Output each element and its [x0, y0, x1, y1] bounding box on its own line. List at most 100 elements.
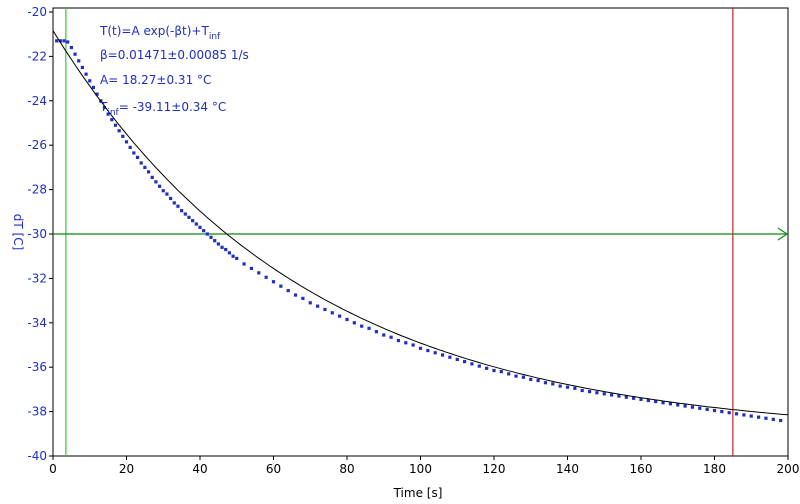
data-point [690, 405, 695, 409]
data-point [80, 65, 84, 70]
data-point [176, 204, 180, 208]
data-point [551, 382, 555, 386]
fit-beta: β=0.01471±0.00085 1/s [100, 48, 249, 62]
data-point [485, 366, 489, 370]
data-point [661, 401, 665, 405]
data-point [293, 293, 298, 297]
data-point [194, 222, 198, 226]
data-point [242, 262, 246, 266]
fit-tinf-main: T [99, 100, 108, 114]
data-point [742, 413, 746, 417]
data-point [84, 72, 88, 76]
data-point [279, 284, 283, 288]
data-point [165, 192, 169, 196]
x-axis: 0 20 40 60 80 100 120 140 160 180 200 [49, 456, 799, 476]
data-point [771, 417, 775, 421]
data-point [58, 39, 62, 43]
data-point [749, 414, 753, 418]
data-point [396, 338, 401, 343]
y-tick-label: -20 [27, 5, 47, 19]
data-point [433, 351, 437, 355]
data-point [426, 348, 430, 353]
data-point [271, 280, 276, 284]
data-point [220, 245, 224, 249]
data-point [404, 341, 408, 345]
plot-frame [52, 7, 789, 457]
data-point [617, 394, 621, 398]
data-point [573, 386, 577, 390]
y-tick-label: -32 [27, 271, 47, 285]
data-point [565, 385, 570, 389]
data-point [374, 330, 378, 334]
data-point [587, 390, 592, 394]
data-point [492, 368, 496, 373]
fit-tinf-rest: = -39.11±0.34 °C [119, 100, 227, 114]
data-point [734, 412, 739, 416]
fit-equation-sub: inf [209, 32, 221, 42]
data-point [102, 105, 107, 110]
data-point [602, 392, 606, 396]
data-point [169, 196, 173, 201]
data-point [514, 374, 518, 378]
data-point [455, 357, 459, 362]
y-tick-label: -40 [27, 449, 47, 463]
data-point [161, 189, 165, 193]
data-point [106, 112, 110, 116]
data-point [536, 378, 540, 383]
data-point [198, 225, 202, 229]
data-point [139, 161, 143, 165]
data-point [352, 321, 356, 325]
data-point [183, 212, 187, 216]
data-point [235, 256, 239, 261]
data-point [150, 175, 154, 179]
data-point [95, 92, 99, 96]
data-point [668, 402, 672, 406]
data-point [135, 155, 140, 160]
data-point [389, 335, 393, 339]
data-point [757, 415, 761, 419]
fit-amplitude: A= 18.27±0.31 °C [100, 73, 211, 87]
y-tick-label: -26 [27, 138, 47, 152]
x-tick-label: 180 [703, 462, 726, 476]
data-point [205, 232, 209, 236]
data-point [558, 384, 562, 388]
data-point [55, 39, 59, 43]
y-tick-label: -28 [27, 183, 47, 197]
fit-equation: T(t)=A exp(-βt)+Tinf [99, 24, 221, 42]
data-point [249, 266, 254, 271]
data-point [128, 145, 132, 150]
data-point [712, 408, 717, 413]
data-point [172, 201, 176, 205]
y-axis: -20 -22 -24 -26 -28 -30 -32 -34 -36 -38 -40 [27, 5, 53, 463]
data-point [301, 296, 305, 300]
y-tick-label: -30 [27, 227, 47, 241]
data-point [264, 275, 268, 279]
y-tick-label: -38 [27, 405, 47, 419]
data-point [639, 397, 643, 401]
data-point [110, 118, 114, 122]
fit-curve [52, 30, 789, 416]
data-point [257, 271, 261, 275]
data-point [224, 247, 228, 252]
data-point [231, 254, 235, 258]
horizontal-marker-arrow-icon [777, 227, 789, 241]
data-point [73, 52, 77, 56]
data-point [66, 40, 70, 44]
data-point [209, 235, 213, 239]
data-point [676, 403, 680, 407]
x-tick-label: 40 [192, 462, 207, 476]
y-tick-label: -36 [27, 360, 47, 374]
data-point [470, 362, 474, 366]
x-tick-label: 100 [409, 462, 432, 476]
data-point [632, 396, 636, 400]
data-point [132, 151, 136, 155]
data-point [316, 304, 320, 308]
data-point [88, 79, 92, 83]
data-point [69, 45, 73, 50]
y-tick-label: -34 [27, 316, 47, 330]
data-point [477, 364, 481, 368]
data-point [143, 165, 147, 169]
data-point [624, 395, 628, 399]
x-tick-label: 140 [556, 462, 579, 476]
